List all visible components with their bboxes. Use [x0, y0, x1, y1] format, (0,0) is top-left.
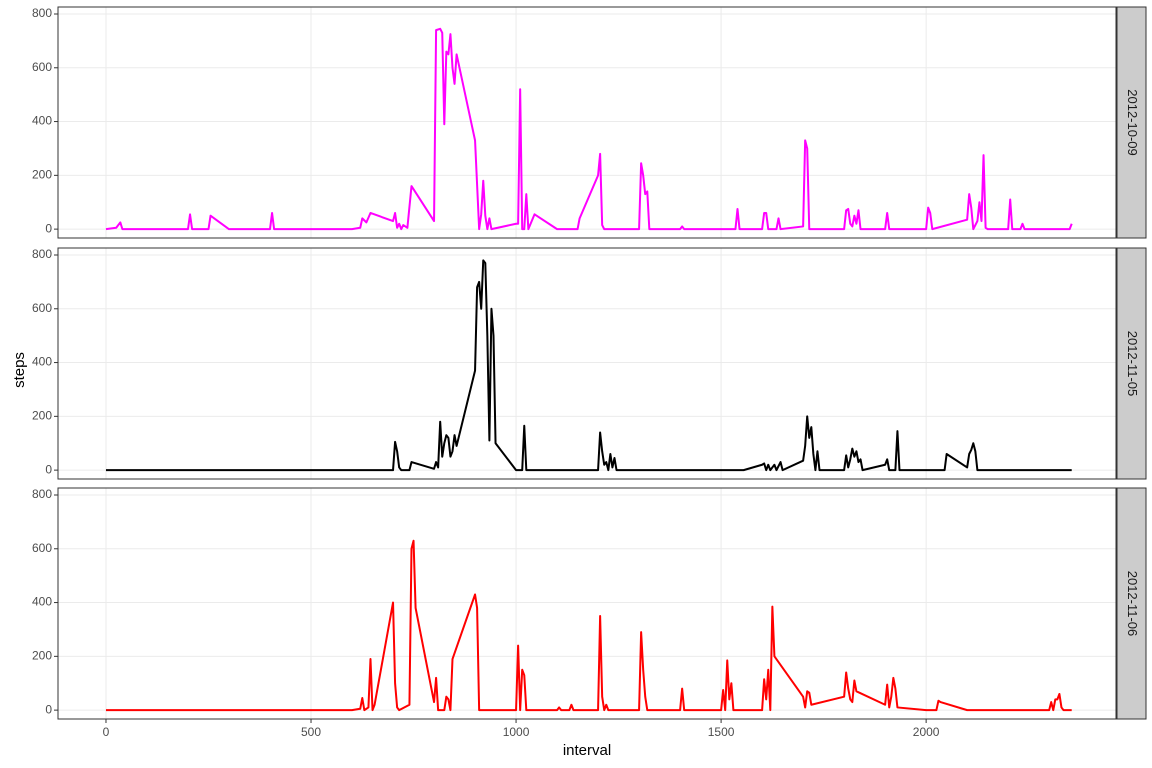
panel-background: [58, 488, 1116, 719]
y-tick-label: 600: [32, 301, 52, 315]
strip-background: [1116, 6, 1147, 239]
y-tick-label: 400: [32, 355, 52, 369]
panel-border: [57, 487, 1117, 720]
panel-background: [58, 248, 1116, 479]
x-tick-label: 500: [301, 725, 321, 739]
x-tick-label: 1000: [503, 725, 530, 739]
y-tick-label: 0: [45, 702, 52, 716]
y-tick-label: 200: [32, 168, 52, 182]
x-tick-label: 1500: [708, 725, 735, 739]
data-line: [105, 539, 1072, 712]
y-tick-label: 0: [45, 221, 52, 235]
data-line: [105, 259, 1072, 472]
y-tick-label: 800: [32, 247, 52, 261]
x-axis-title: interval: [563, 742, 611, 759]
y-tick-label: 200: [32, 649, 52, 663]
x-tick-label: 2000: [913, 725, 940, 739]
strip-background: [1116, 247, 1147, 480]
y-tick-label: 800: [32, 487, 52, 501]
y-tick-label: 0: [45, 462, 52, 476]
y-tick-label: 600: [32, 541, 52, 555]
y-tick-label: 200: [32, 409, 52, 423]
y-tick-label: 400: [32, 595, 52, 609]
y-axis-title: steps: [11, 352, 28, 388]
y-tick-label: 800: [32, 6, 52, 20]
strip-label: 2012-11-06: [1125, 571, 1140, 637]
panel-border: [57, 6, 1117, 239]
panel-border: [57, 247, 1117, 480]
y-tick-label: 400: [32, 114, 52, 128]
strip-label: 2012-10-09: [1125, 89, 1140, 156]
data-line: [105, 27, 1073, 231]
y-tick-label: 600: [32, 60, 52, 74]
x-tick-label: 0: [103, 725, 110, 739]
strip-label: 2012-11-05: [1125, 331, 1140, 397]
strip-background: [1116, 487, 1147, 720]
